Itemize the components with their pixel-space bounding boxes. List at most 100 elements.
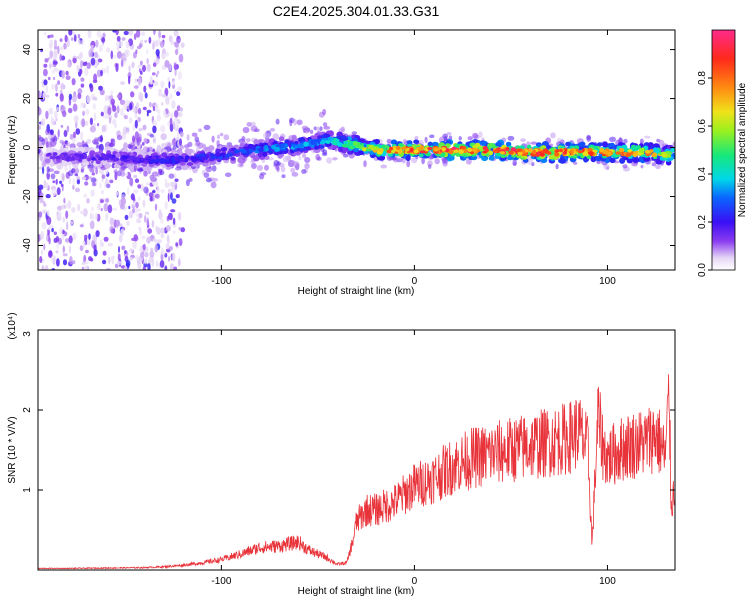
spectrogram-noise-cell [128,205,131,210]
colorbar-tick-label: 0.4 [697,167,708,181]
spectrogram-halo-cell [46,166,50,173]
spectrogram-ridge-cell [632,157,640,163]
spectrogram-ridge-cell [237,157,243,164]
spectrogram-noise-cell [55,92,59,97]
spectrogram-noise-cell [178,238,183,247]
spectrogram-noise-cell [85,108,90,116]
spectrogram-noise-cell [115,30,119,36]
spectrogram-halo-cell [530,141,538,145]
spectrogram-noise-cell [132,124,136,131]
spectrogram-ridge-cell [262,151,268,157]
spectrogram-noise-cell [93,73,98,82]
spectrogram-halo-cell [203,172,210,178]
spectrogram-ridge-cell [588,151,594,157]
colorbar-tick-label: 0.6 [697,119,708,133]
spectrogram-noise-cell [149,251,155,258]
spectrogram-noise-cell [62,245,65,254]
spectrogram-noise-cell [54,46,58,50]
spectrogram-noise-cell [102,250,107,256]
spectrogram-halo-cell [512,159,517,166]
spectrogram-ridge-cell [508,150,514,155]
spectrogram-noise-cell [106,47,111,53]
spectrogram-noise-cell [152,79,155,84]
spectrogram-noise-cell [178,53,184,63]
spectrogram-halo-cell [203,124,211,131]
spectrogram-ridge-cell [528,148,533,153]
spectrogram-ridge-cell [215,152,221,157]
spectrogram-noise-cell [164,200,168,210]
spectrogram-halo-cell [282,156,289,163]
spectrogram-noise-cell [81,266,85,270]
spectrogram-halo-cell [90,177,97,184]
spectrogram-noise-cell [103,236,109,242]
spectrogram-noise-cell [171,100,176,109]
spectrogram-noise-cell [60,124,64,128]
spectrogram-noise-cell [149,101,152,108]
spectrogram-ridge-cell [579,141,586,147]
spectrogram-halo-cell [158,170,162,174]
spectrogram-noise-cell [125,41,130,49]
spectrogram-noise-cell [45,194,51,199]
spectrogram-noise-cell [167,193,170,202]
spectrogram-halo-cell [472,132,479,139]
spectrogram-noise-cell [132,208,135,214]
spectrogram-noise-cell [177,71,182,80]
spectrogram-halo-cell [112,162,116,166]
spectrogram-halo-cell [313,126,317,131]
spectrogram-y-tick-label: -20 [22,189,33,204]
spectrogram-noise-cell [115,63,119,72]
spectrogram-halo-cell [264,164,269,171]
spectrogram-ridge-cell [177,155,184,160]
spectrogram-noise-cell [174,89,177,93]
spectrogram-noise-cell [92,234,98,242]
spectrogram-ridge-cell [46,152,52,156]
spectrogram-noise-cell [168,246,173,251]
spectrogram-halo-cell [550,132,556,139]
spectrogram-noise-cell [39,256,43,263]
spectrogram-noise-cell [43,63,48,68]
spectrogram-halo-cell [143,186,149,194]
spectrogram-ridge-cell [264,147,269,152]
spectrogram-ridge-cell [482,146,488,151]
spectrogram-ridge-cell [343,140,349,145]
spectrogram-noise-cell [67,107,73,114]
spectrogram-ridge-cell [618,148,625,153]
spectrogram-noise-cell [148,83,154,87]
spectrogram-noise-cell [44,58,49,63]
spectrogram-halo-cell [316,126,320,132]
spectrogram-noise-cell [123,103,128,111]
spectrogram-noise-cell [133,85,139,89]
spectrogram-ridge-cell [368,144,374,149]
spectrogram-ridge-cell [431,141,439,147]
spectrogram-ridge-cell [587,148,593,152]
spectrogram-noise-cell [129,257,133,261]
spectrogram-noise-cell [152,106,156,112]
spectrogram-noise-cell [84,265,89,270]
colorbar-gradient [711,29,736,271]
spectrogram-halo-cell [520,138,526,142]
spectrogram-noise-cell [144,251,149,258]
spectrogram-noise-cell [168,63,172,72]
spectrogram-noise-cell [40,197,44,203]
spectrogram-noise-cell [86,95,91,104]
spectrogram-ridge-cell [406,140,413,145]
spectrogram-ridge-cell [619,157,626,164]
spectrogram-ridge-cell [130,155,135,161]
spectrogram-noise-cell [117,253,121,261]
spectrogram-noise-cell [166,234,170,243]
spectrogram-ridge-cell [365,148,372,152]
spectrogram-noise-cell [160,189,165,194]
spectrogram-noise-cell [51,227,54,233]
spectrogram-ridge-cell [467,147,473,153]
spectrogram-noise-cell [144,39,148,43]
spectrogram-noise-cell [145,211,150,215]
spectrogram-halo-cell [38,142,42,149]
spectrogram-halo-cell [298,156,302,161]
spectrogram-ridge-cell [632,145,637,150]
spectrogram-noise-cell [102,32,106,39]
spectrogram-ridge-cell [670,148,675,153]
spectrogram-halo-cell [291,172,299,177]
spectrogram-ridge-cell [401,146,407,150]
spectrogram-noise-cell [57,129,60,138]
spectrogram-ridge-cell [505,147,510,151]
